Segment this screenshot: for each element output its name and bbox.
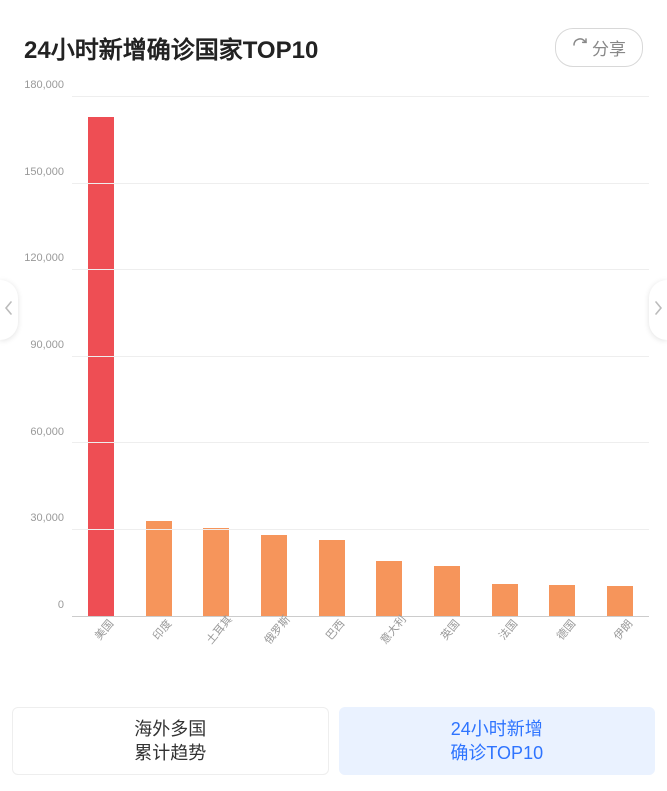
tab-label-line1: 24小时新增: [451, 717, 543, 741]
y-axis: 030,00060,00090,000120,000150,000180,000: [18, 97, 68, 617]
gridline: [72, 529, 649, 530]
gridline: [72, 96, 649, 97]
tab-cumulative-trend[interactable]: 海外多国 累计趋势: [12, 707, 329, 775]
gridline: [72, 269, 649, 270]
chevron-left-icon: [5, 301, 13, 320]
bar-slot: [130, 97, 188, 616]
y-tick-label: 150,000: [24, 166, 64, 178]
bar-slot: [476, 97, 534, 616]
x-axis: 美国印度土耳其俄罗斯巴西意大利英国法国德国伊朗: [72, 617, 649, 657]
gridline: [72, 183, 649, 184]
tab-label-line2: 确诊TOP10: [450, 741, 543, 765]
header: 24小时新增确诊国家TOP10 分享: [0, 0, 667, 77]
tab-label-line1: 海外多国: [134, 717, 206, 741]
bar-slot: [534, 97, 592, 616]
bar-chart: 030,00060,00090,000120,000150,000180,000…: [18, 97, 649, 657]
y-tick-label: 120,000: [24, 252, 64, 264]
bar-slot: [187, 97, 245, 616]
gridline: [72, 356, 649, 357]
tab-24h-top10[interactable]: 24小时新增 确诊TOP10: [339, 707, 656, 775]
bar-slot: [361, 97, 419, 616]
y-tick-label: 90,000: [30, 339, 64, 351]
refresh-share-icon: [572, 37, 588, 58]
y-tick-label: 60,000: [30, 426, 64, 438]
gridline: [72, 442, 649, 443]
y-tick-label: 0: [58, 599, 64, 611]
share-button-label: 分享: [592, 35, 626, 60]
tab-bar: 海外多国 累计趋势 24小时新增 确诊TOP10: [12, 707, 655, 775]
share-button[interactable]: 分享: [555, 28, 643, 67]
chevron-right-icon: [654, 301, 662, 320]
prev-chart-button[interactable]: [0, 280, 18, 340]
bar-slot: [303, 97, 361, 616]
y-tick-label: 180,000: [24, 79, 64, 91]
plot-area: [72, 97, 649, 617]
bar[interactable]: [88, 117, 114, 616]
page-title: 24小时新增确诊国家TOP10: [24, 30, 318, 65]
bar-slot: [72, 97, 130, 616]
bar-slot: [418, 97, 476, 616]
bar-slot: [245, 97, 303, 616]
bars-container: [72, 97, 649, 616]
bar-slot: [591, 97, 649, 616]
next-chart-button[interactable]: [649, 280, 667, 340]
tab-label-line2: 累计趋势: [134, 741, 206, 765]
y-tick-label: 30,000: [30, 512, 64, 524]
